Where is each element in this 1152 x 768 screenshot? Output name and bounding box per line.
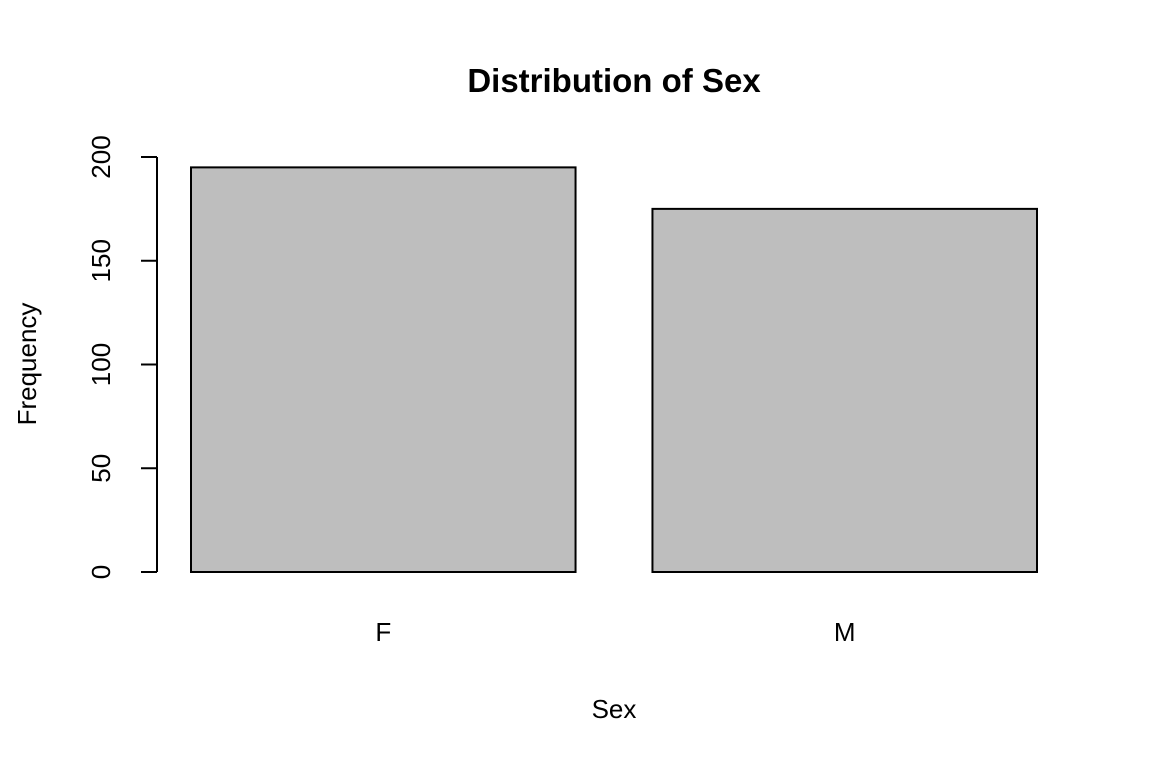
y-tick-label: 150 bbox=[86, 239, 116, 282]
x-tick-label-m: M bbox=[834, 617, 856, 647]
y-tick-label: 50 bbox=[86, 454, 116, 483]
y-tick-label: 0 bbox=[86, 565, 116, 579]
y-axis: 0 50 100 150 200 bbox=[86, 135, 158, 579]
x-tick-label-f: F bbox=[375, 617, 391, 647]
bar-m bbox=[651, 207, 1038, 573]
y-tick-label: 200 bbox=[86, 135, 116, 178]
x-axis-label: Sex bbox=[592, 694, 637, 724]
y-axis-label: Frequency bbox=[12, 303, 42, 426]
bars-group bbox=[190, 166, 1038, 573]
y-tick-label: 100 bbox=[86, 343, 116, 386]
bar-f bbox=[190, 166, 577, 573]
chart-title: Distribution of Sex bbox=[467, 62, 761, 99]
